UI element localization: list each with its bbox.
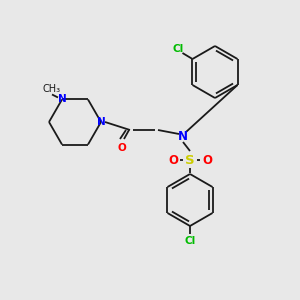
- Text: Cl: Cl: [173, 44, 184, 54]
- Text: O: O: [202, 154, 212, 166]
- Text: O: O: [118, 143, 126, 153]
- Text: CH₃: CH₃: [42, 85, 60, 94]
- Text: S: S: [185, 154, 195, 166]
- Text: N: N: [178, 130, 188, 143]
- Text: O: O: [168, 154, 178, 166]
- Text: N: N: [58, 94, 66, 104]
- Text: N: N: [97, 117, 105, 127]
- Text: Cl: Cl: [184, 236, 196, 246]
